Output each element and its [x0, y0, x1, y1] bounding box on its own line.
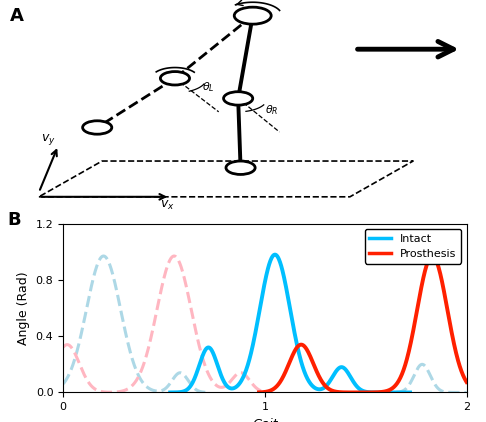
X-axis label: Gait: Gait: [252, 418, 278, 422]
Circle shape: [224, 92, 253, 105]
Legend: Intact, Prosthesis: Intact, Prosthesis: [364, 229, 461, 264]
Text: B: B: [7, 211, 21, 229]
Text: $v_x$: $v_x$: [160, 199, 175, 212]
Text: $v_y$: $v_y$: [41, 132, 56, 147]
Text: A: A: [10, 7, 24, 25]
Text: $\theta_L$: $\theta_L$: [202, 81, 214, 95]
Circle shape: [234, 7, 271, 24]
Circle shape: [83, 121, 112, 134]
Text: $\theta_R$: $\theta_R$: [265, 103, 278, 117]
Circle shape: [226, 161, 255, 174]
Circle shape: [160, 72, 190, 85]
Y-axis label: Angle (Rad): Angle (Rad): [17, 271, 30, 345]
